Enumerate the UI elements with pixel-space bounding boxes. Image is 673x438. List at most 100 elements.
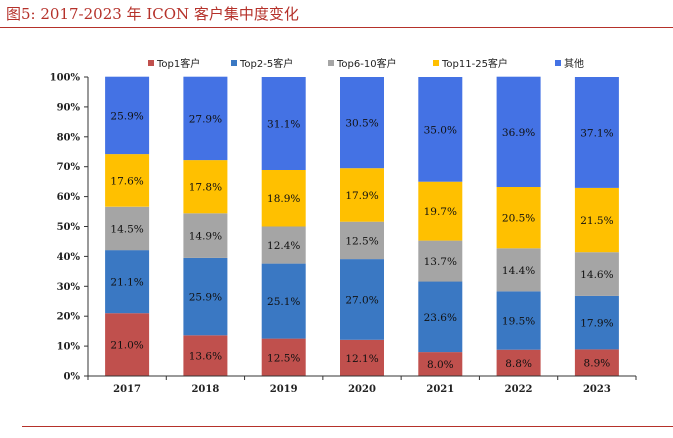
bar-segment (183, 160, 228, 214)
y-tick-label: 30% (57, 282, 81, 293)
data-label: 19.7% (424, 206, 457, 218)
y-tick-label: 60% (57, 192, 81, 203)
bar-segment (418, 77, 463, 182)
data-label: 25.1% (267, 296, 300, 308)
data-label: 14.6% (580, 269, 613, 281)
data-label: 14.9% (189, 231, 222, 243)
bar-segment (340, 339, 384, 376)
bar-segment (183, 335, 228, 376)
bar-segment (261, 338, 306, 376)
data-label: 17.9% (345, 190, 378, 202)
bar-segment (261, 226, 306, 264)
data-label: 14.4% (502, 265, 535, 277)
bar-segment (574, 252, 619, 296)
bar-segment (105, 313, 150, 376)
data-label: 12.1% (345, 353, 378, 365)
x-tick-label: 2018 (191, 384, 219, 395)
bar-segment (340, 221, 384, 260)
bar-segment (496, 76, 541, 187)
legend-label: Top1客户 (156, 57, 200, 70)
data-label: 17.8% (189, 182, 222, 194)
data-label: 8.8% (505, 358, 532, 370)
data-label: 12.5% (267, 352, 300, 364)
data-label: 27.9% (189, 113, 222, 125)
y-tick-label: 70% (57, 162, 81, 173)
y-tick-label: 0% (64, 372, 81, 383)
bar-segment (105, 250, 150, 314)
data-label: 12.4% (267, 240, 300, 252)
data-label: 36.9% (502, 127, 535, 139)
bar-segment (340, 77, 384, 169)
figure-title: 图5: 2017-2023 年 ICON 客户集中度变化 (6, 5, 299, 23)
data-label: 31.1% (267, 119, 300, 131)
y-tick-label: 10% (57, 342, 81, 353)
legend-swatch (148, 60, 154, 66)
bar-segment (418, 181, 463, 241)
x-tick-label: 2019 (270, 384, 298, 395)
data-label: 17.9% (580, 318, 613, 330)
data-label: 37.1% (580, 128, 613, 140)
data-label: 21.0% (110, 340, 143, 352)
data-label: 14.5% (110, 223, 143, 235)
data-label: 8.9% (584, 358, 611, 370)
data-label: 25.9% (189, 292, 222, 304)
data-label: 35.0% (424, 124, 457, 136)
y-tick-label: 50% (57, 222, 81, 233)
legend-label: Top2-5客户 (239, 57, 293, 70)
data-label: 17.6% (110, 176, 143, 188)
bar-segment (574, 295, 619, 350)
x-tick-label: 2022 (505, 384, 533, 395)
data-label: 13.6% (189, 351, 222, 363)
data-label: 25.9% (110, 110, 143, 122)
bar-segment (418, 352, 463, 376)
data-label: 13.7% (424, 256, 457, 268)
legend-swatch (555, 60, 561, 66)
bar-segment (418, 281, 463, 353)
bar-segment (261, 77, 306, 170)
data-label: 12.5% (345, 235, 378, 247)
data-label: 8.0% (427, 359, 454, 371)
data-label: 21.5% (580, 215, 613, 227)
bar-segment (183, 213, 228, 258)
data-label: 27.0% (345, 295, 378, 307)
bar-segment (574, 187, 619, 253)
data-label: 30.5% (345, 118, 378, 130)
bar-segment (574, 77, 619, 188)
legend-swatch (231, 60, 237, 66)
bar-segment (261, 170, 306, 227)
y-tick-label: 90% (57, 102, 81, 113)
legend-label: Top11-25客户 (441, 57, 508, 70)
x-tick-label: 2020 (348, 384, 376, 395)
bar-segment (496, 349, 541, 376)
bar-segment (496, 187, 541, 249)
data-label: 20.5% (502, 213, 535, 225)
legend-label: 其他 (564, 57, 584, 70)
bar-segment (340, 259, 384, 340)
bar-segment (496, 291, 541, 350)
data-label: 18.9% (267, 193, 300, 205)
data-label: 21.1% (110, 277, 143, 289)
x-tick-label: 2023 (583, 384, 611, 395)
bar-segment (105, 206, 150, 251)
y-tick-label: 80% (57, 132, 81, 143)
y-tick-label: 100% (50, 73, 81, 84)
legend-label: Top6-10客户 (336, 57, 397, 70)
bar-segment (261, 263, 306, 339)
bar-segment (574, 349, 619, 376)
x-tick-label: 2017 (113, 384, 141, 395)
bar-segment (340, 168, 384, 222)
chart-legend: Top1客户 Top2-5客户 Top6-10客户 Top11-25客户 其他 (148, 57, 584, 70)
legend-swatch (328, 60, 334, 66)
bar-segment (105, 154, 150, 207)
y-tick-label: 20% (57, 312, 81, 323)
data-label: 23.6% (424, 312, 457, 324)
y-tick-label: 40% (57, 252, 81, 263)
legend-swatch (433, 60, 439, 66)
plot-area: 21.0% 21.1% 14.5% 17.6% 25.9% 13.6% 25.9% 14.9%… (105, 76, 619, 376)
footer-divider (22, 426, 673, 427)
x-tick-label: 2021 (426, 384, 454, 395)
title-divider (0, 27, 673, 28)
bar-segment (496, 248, 541, 292)
bar-segment (418, 240, 463, 282)
